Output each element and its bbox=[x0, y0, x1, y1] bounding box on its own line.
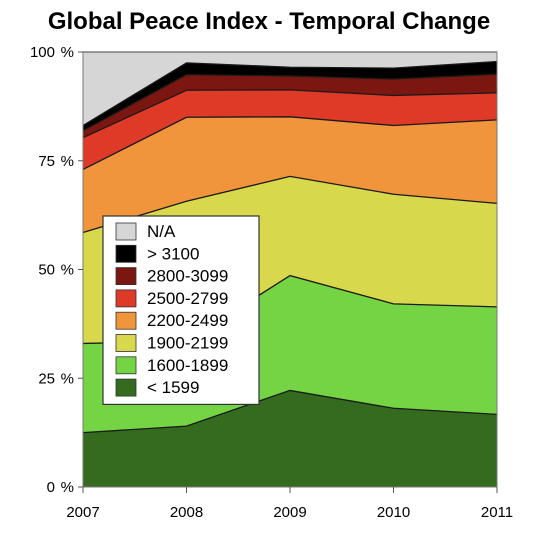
y-tick-unit: % bbox=[61, 153, 74, 170]
x-tick-label: 2007 bbox=[66, 504, 99, 521]
line-series-4 bbox=[82, 89, 498, 139]
chart-title: Global Peace Index - Temporal Change bbox=[47, 8, 491, 35]
legend-swatch bbox=[115, 267, 137, 286]
y-tick-unit: % bbox=[61, 370, 74, 387]
axes: 0 % 25 % 50 % 75 % 100 % 2007 2008 2009 2010 2011 bbox=[30, 44, 513, 521]
legend-entry-label: 2200-2499 bbox=[147, 311, 228, 330]
legend-entry-label: 2800-3099 bbox=[147, 267, 228, 286]
x-tick-label: 2008 bbox=[170, 504, 203, 521]
line-series-5 bbox=[82, 73, 498, 132]
legend-swatch bbox=[115, 222, 137, 241]
area-series-0 bbox=[83, 390, 497, 487]
legend-entry-label: 1900-2199 bbox=[147, 334, 228, 353]
y-tick-label: 0 bbox=[47, 479, 55, 496]
legend-swatch bbox=[115, 289, 137, 308]
legend-swatch bbox=[115, 334, 137, 352]
legend-entry-label: 1600-1899 bbox=[147, 356, 228, 375]
legend-swatch bbox=[115, 378, 137, 397]
legend-swatch bbox=[115, 356, 137, 375]
legend-entry-label: 2500-2799 bbox=[147, 289, 228, 308]
y-tick-unit: % bbox=[61, 44, 74, 61]
y-tick-label: 75 bbox=[38, 153, 55, 170]
y-tick-unit: % bbox=[61, 479, 74, 496]
y-tick-unit: % bbox=[61, 262, 74, 279]
legend-swatch bbox=[115, 311, 137, 330]
x-tick-label: 2010 bbox=[377, 504, 410, 521]
legend-entry-label: < 1599 bbox=[147, 378, 199, 397]
legend-swatch bbox=[115, 244, 137, 263]
legend: N/A > 3100 2800-3099 2500-2799 2200-2499 1900… bbox=[102, 215, 260, 405]
line-series-3 bbox=[82, 116, 498, 171]
y-tick-label: 100 bbox=[30, 44, 55, 61]
x-tick-label: 2009 bbox=[273, 504, 306, 521]
y-tick-label: 50 bbox=[38, 262, 55, 279]
line-series-2 bbox=[82, 175, 498, 234]
line-series-6 bbox=[82, 60, 498, 127]
area-series-4 bbox=[83, 89, 497, 170]
y-tick-label: 25 bbox=[38, 370, 55, 387]
x-tick-label: 2011 bbox=[481, 504, 513, 521]
legend-entry-label: N/A bbox=[147, 222, 176, 241]
area-series-3 bbox=[83, 116, 497, 233]
line-series-0 bbox=[82, 389, 498, 434]
legend-entry-label: > 3100 bbox=[147, 244, 199, 263]
